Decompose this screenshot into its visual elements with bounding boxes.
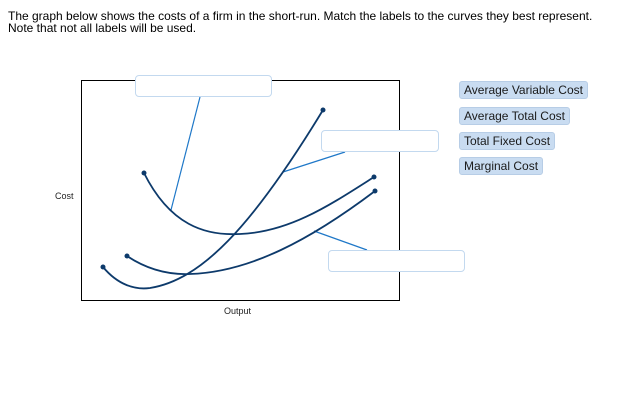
avc-curve (126, 190, 376, 275)
avc-start-point (124, 253, 130, 259)
mc-curve (102, 109, 324, 290)
y-axis-label: Cost (55, 191, 74, 201)
x-axis-label: Output (224, 306, 252, 316)
drop-target-mc[interactable] (321, 130, 439, 152)
label-chip-total-fixed-cost[interactable]: Total Fixed Cost (459, 132, 556, 150)
label-chip-marginal-cost[interactable]: Marginal Cost (459, 157, 544, 175)
drop-target-atc[interactable] (135, 75, 272, 97)
avc-end-point (372, 188, 378, 194)
label-chip-average-variable-cost[interactable]: Average Variable Cost (459, 81, 588, 99)
leader-line-avc (313, 230, 368, 251)
mc-end-point (320, 107, 326, 113)
atc-curve (143, 172, 375, 236)
leader-line-atc (170, 96, 201, 211)
mc-start-point (100, 264, 106, 270)
drop-target-avc[interactable] (328, 250, 465, 272)
atc-end-point (371, 174, 377, 180)
label-chip-average-total-cost[interactable]: Average Total Cost (459, 107, 570, 125)
atc-start-point (141, 170, 147, 176)
leader-line-mc (282, 151, 346, 173)
instructions-text: The graph below shows the costs of a fir… (8, 9, 593, 35)
